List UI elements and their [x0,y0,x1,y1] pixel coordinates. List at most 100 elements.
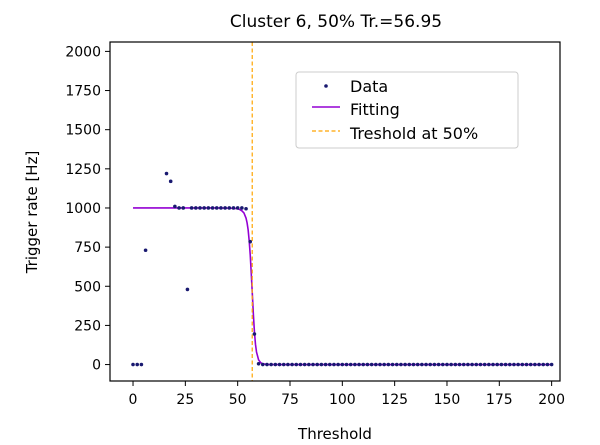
data-point [244,206,248,211]
data-point [369,362,374,367]
data-point [487,362,491,367]
data-point [457,362,462,367]
x-tick-label: 50 [229,392,247,408]
data-point [198,206,202,210]
x-axis-ticks: 0 25 50 75 100 125 150 175 200 [129,381,565,408]
x-tick-label: 100 [329,392,356,408]
data-point [503,362,508,367]
data-point [336,362,340,367]
data-point [311,362,315,367]
data-point [445,362,449,367]
data-point [143,248,148,253]
legend-marker-data [324,84,328,88]
data-point [386,362,391,367]
y-tick-label: 1000 [65,201,101,217]
data-point [181,206,186,210]
data-point [461,362,466,367]
data-point [482,362,487,367]
x-tick-label: 125 [381,392,408,408]
data-point [495,362,500,367]
data-point [131,362,135,367]
data-point [365,362,370,367]
data-point [248,239,253,244]
data-point [298,362,303,367]
x-tick-label: 0 [129,392,138,408]
data-point [520,362,525,367]
data-point [202,206,206,210]
axes-frame [109,41,561,382]
x-axis-label: Threshold [297,425,372,443]
data-point [240,206,244,210]
data-point [231,206,236,210]
data-point [399,362,403,367]
data-point [164,171,169,176]
x-tick-label: 175 [486,392,513,408]
data-point [528,362,533,367]
data-point [173,204,177,209]
data-point [332,362,336,367]
data-point [139,362,144,367]
data-point [478,362,483,367]
y-tick-label: 500 [74,279,101,295]
data-point [474,362,479,367]
data-point [327,362,332,367]
y-tick-label: 0 [92,358,101,374]
data-point [323,362,328,367]
data-point [549,362,554,367]
data-point [545,362,550,367]
data-point [432,362,437,367]
data-point [512,362,516,367]
data-point [491,362,495,367]
data-point [411,362,416,367]
data-point [294,362,299,367]
data-point [453,362,458,367]
data-point [227,206,232,210]
data-point [516,362,520,367]
data-point [428,362,433,367]
data-point [541,362,546,367]
y-tick-label: 1500 [65,123,101,139]
data-point [185,287,190,292]
data-point [210,206,215,210]
data-point [507,362,512,367]
fitting-curve [133,207,552,366]
y-tick-label: 1250 [65,162,101,178]
data-point [307,362,311,367]
data-point [177,206,181,210]
data-point [260,362,265,367]
data-point [415,362,420,367]
data-point [353,362,357,367]
data-point [189,206,194,210]
y-axis-label: Trigger rate [Hz] [23,151,41,275]
data-point [277,362,282,367]
legend-label-threshold: Treshold at 50% [349,124,478,143]
data-point [394,362,399,367]
x-tick-label: 75 [281,392,299,408]
data-point [524,362,529,367]
data-point [382,362,386,367]
y-tick-label: 250 [74,318,101,334]
data-point [357,362,361,367]
data-point [436,362,441,367]
x-tick-label: 200 [538,392,565,408]
data-point [219,206,223,210]
data-point [168,179,173,184]
data-point [466,362,470,367]
data-point [319,362,324,367]
data-point [265,362,269,367]
data-point [378,362,382,367]
data-point [286,362,290,367]
data-point [361,362,366,367]
y-axis-ticks: 0 250 500 750 1000 1250 1500 1750 2000 [65,44,110,374]
data-point [499,362,504,367]
data-point [273,362,278,367]
data-point [302,362,307,367]
data-point [470,362,474,367]
data-point [390,362,395,367]
data-point [269,362,273,367]
data-point [449,362,453,367]
data-point [403,362,407,367]
data-point [135,362,140,367]
chart-title: Cluster 6, 50% Tr.=56.95 [230,12,442,32]
